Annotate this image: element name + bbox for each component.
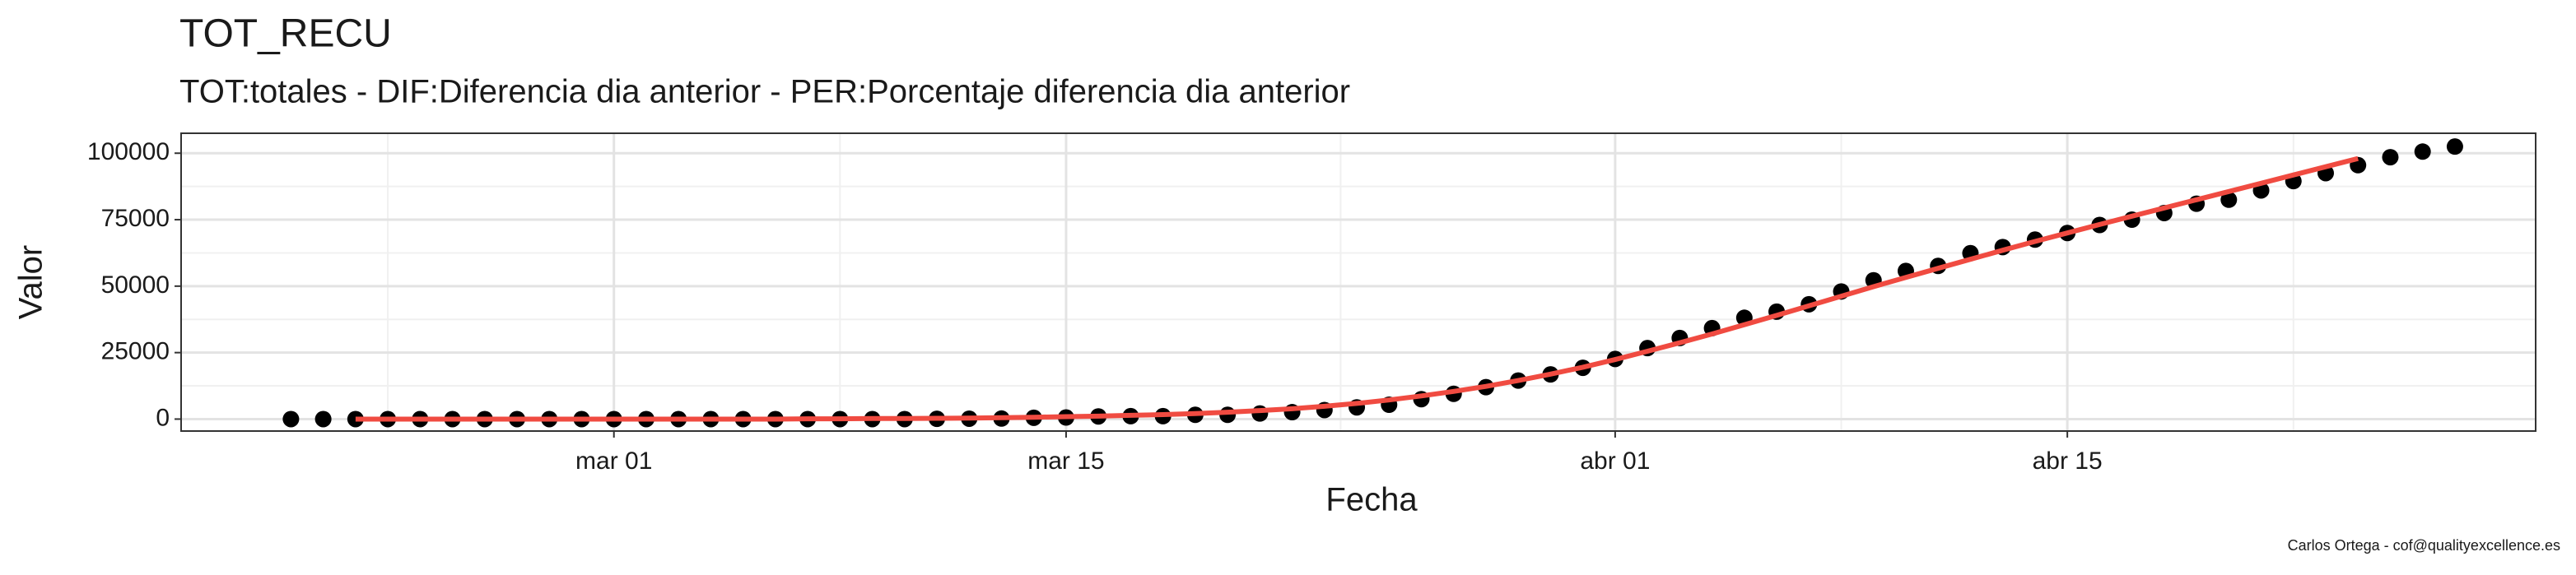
data-point bbox=[2220, 191, 2238, 208]
x-tick-label: abr 15 bbox=[2033, 447, 2103, 475]
x-axis-label: Fecha bbox=[1325, 482, 1418, 518]
smooth-line bbox=[355, 155, 2359, 422]
data-point bbox=[2414, 143, 2431, 160]
y-tick-label: 0 bbox=[156, 404, 170, 431]
caption: Carlos Ortega - cof@qualityexcellence.es bbox=[2288, 537, 2560, 554]
y-tick-label: 75000 bbox=[101, 205, 170, 232]
chart-subtitle: TOT:totales - DIF:Diferencia dia anterio… bbox=[179, 74, 1350, 110]
data-point bbox=[1251, 405, 1269, 422]
y-tick-label: 100000 bbox=[87, 138, 170, 165]
data-point bbox=[2446, 138, 2463, 155]
chart-title: TOT_RECU bbox=[179, 12, 392, 56]
panel-border bbox=[180, 132, 2536, 432]
y-tick-label: 25000 bbox=[101, 338, 170, 365]
x-tick-label: abr 01 bbox=[1580, 447, 1650, 475]
data-point bbox=[347, 410, 364, 428]
data-point bbox=[282, 410, 300, 428]
data-point bbox=[2382, 149, 2399, 166]
panel bbox=[181, 133, 2536, 431]
x-tick-label: mar 15 bbox=[1027, 447, 1104, 475]
y-tick-label: 50000 bbox=[101, 271, 170, 299]
x-tick-label: mar 01 bbox=[575, 447, 652, 475]
y-axis-label: Valor bbox=[13, 245, 49, 319]
data-point bbox=[314, 410, 332, 428]
